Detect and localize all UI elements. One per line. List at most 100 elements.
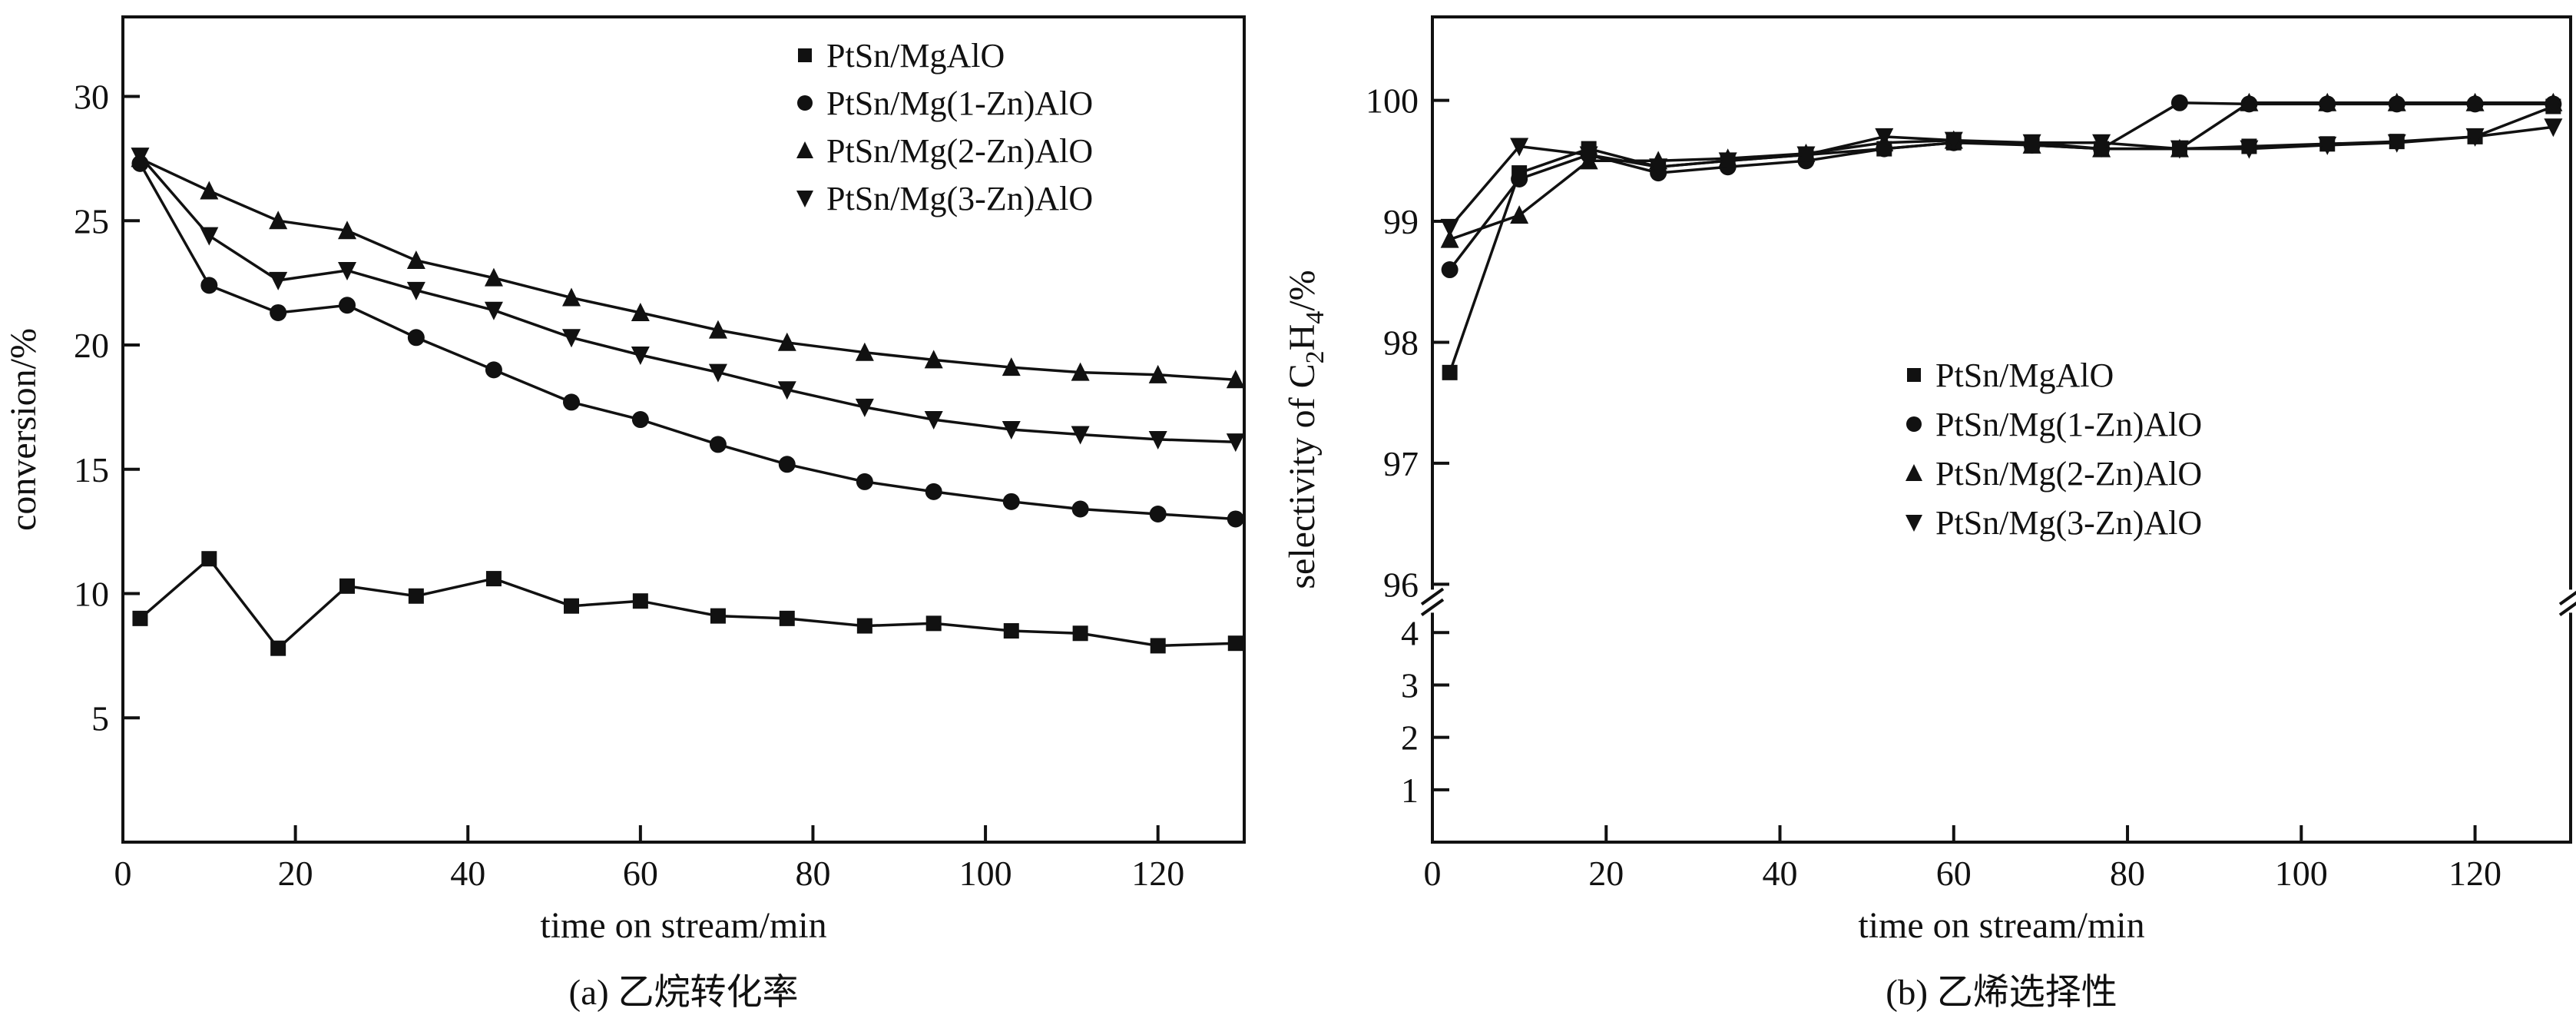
legend-label: PtSn/Mg(2-Zn)AlO xyxy=(826,132,1093,170)
circle-marker xyxy=(1149,505,1167,522)
x-tick-label: 80 xyxy=(2110,854,2145,893)
triangle-down-marker xyxy=(855,398,874,417)
panel-conversion: 0 20 40 60 80 100 120 5 10 15 20 25 30 PtSn/MgAlO PtSn… xyxy=(3,15,1246,1013)
series-line-circle xyxy=(1449,101,2554,271)
triangle-down-marker xyxy=(484,301,503,320)
selectivity-chart: 0 20 40 60 80 100 120 1 2 3 4 96 97 98 99 100 PtSn/MgAlO… xyxy=(1288,15,2576,946)
axis-break-mark xyxy=(1420,587,1445,606)
square-marker xyxy=(1072,625,1088,642)
x-axis-title: time on stream/min xyxy=(1858,905,2144,946)
square-marker xyxy=(925,615,942,632)
triangle-down-marker xyxy=(1226,433,1245,453)
triangle-down-marker xyxy=(2318,136,2337,155)
y-tick-label: 98 xyxy=(1383,323,1419,362)
y-tick-label: 96 xyxy=(1383,565,1419,604)
circle-marker xyxy=(778,456,796,473)
y-tick-label: 15 xyxy=(74,450,109,489)
circle-marker xyxy=(1511,170,1528,187)
circle-marker xyxy=(1227,510,1244,528)
triangle-up-marker xyxy=(2387,92,2406,111)
triangle-up-marker xyxy=(1226,370,1245,389)
circle-marker xyxy=(339,297,356,314)
circle-marker xyxy=(270,304,287,321)
square-marker xyxy=(132,610,148,626)
circle-marker xyxy=(2170,94,2188,111)
circle-marker xyxy=(1441,261,1459,279)
x-tick-label: 40 xyxy=(450,854,485,893)
triangle-down-marker xyxy=(777,381,796,400)
caption-selectivity: (b) 乙烯选择性 xyxy=(1886,973,2117,1013)
caption-conversion: (a) 乙烷转化率 xyxy=(568,973,799,1013)
triangle-down-marker xyxy=(1440,218,1459,237)
triangle-down-marker xyxy=(131,148,150,167)
triangle-up-marker xyxy=(2318,92,2337,111)
triangle-down-marker xyxy=(796,191,813,207)
y-tick-label: 10 xyxy=(74,575,109,614)
plot-frame xyxy=(1431,15,2572,844)
triangle-down-marker xyxy=(924,411,943,430)
triangle-up-marker xyxy=(269,211,288,230)
square-marker xyxy=(1227,635,1243,652)
square-marker xyxy=(632,593,648,609)
circle-marker xyxy=(797,95,813,111)
triangle-up-marker xyxy=(562,287,581,307)
triangle-down-marker xyxy=(338,261,356,280)
panel-selectivity: 0 20 40 60 80 100 120 1 2 3 4 96 97 98 99 100 PtSn/MgAlO… xyxy=(1288,0,2576,1025)
x-tick-label: 40 xyxy=(1763,854,1798,893)
y-tick-label: 1 xyxy=(1401,771,1419,810)
y-tick-label: 5 xyxy=(91,698,109,738)
triangle-down-marker xyxy=(1649,158,1668,177)
legend-label: PtSn/Mg(2-Zn)AlO xyxy=(1935,455,2202,493)
x-tick-label: 0 xyxy=(114,854,132,893)
y-axis-title: selectivity of C2H4/% xyxy=(1288,270,1329,589)
triangle-down-marker xyxy=(200,227,219,246)
triangle-down-marker xyxy=(1148,430,1167,449)
axis-break-mark xyxy=(2558,601,2576,617)
circle-marker xyxy=(200,277,218,294)
y-tick-label: 3 xyxy=(1401,665,1419,705)
y-tick-label: 20 xyxy=(74,326,109,365)
legend-label: PtSn/MgAlO xyxy=(1935,357,2114,394)
circle-marker xyxy=(563,393,580,411)
conversion-chart: 0 20 40 60 80 100 12051015202530PtSn/MgAlOPtSn… xyxy=(3,15,1246,946)
series-line-triangle-down xyxy=(139,155,1236,443)
axis-break-mark xyxy=(2558,590,2576,606)
square-marker xyxy=(798,48,812,62)
y-tick-label: 25 xyxy=(74,201,109,240)
square-marker xyxy=(1907,368,1921,382)
series-line-triangle-down xyxy=(1449,125,2554,229)
square-marker xyxy=(1003,623,1019,639)
series-line-square xyxy=(1448,104,2554,373)
x-tick-label: 120 xyxy=(1131,854,1184,893)
square-marker xyxy=(270,640,286,656)
triangle-down-marker xyxy=(1796,146,1816,165)
triangle-down-marker xyxy=(269,271,288,290)
triangle-down-marker xyxy=(631,346,650,365)
triangle-down-marker xyxy=(1071,426,1090,445)
triangle-up-marker xyxy=(1440,229,1459,248)
circle-marker xyxy=(925,483,942,500)
x-tick-label: 20 xyxy=(278,854,313,893)
y-tick-label: 4 xyxy=(1401,613,1419,652)
triangle-up-marker xyxy=(1002,357,1021,376)
triangle-down-marker xyxy=(2170,140,2189,159)
square-marker xyxy=(339,578,355,594)
triangle-down-marker xyxy=(1906,515,1922,532)
square-marker xyxy=(485,571,502,587)
x-tick-label: 20 xyxy=(1588,854,1624,893)
triangle-up-marker xyxy=(796,141,813,158)
circle-marker xyxy=(709,436,727,453)
triangle-down-marker xyxy=(406,281,425,300)
circle-marker xyxy=(856,473,873,490)
legend-label: PtSn/Mg(1-Zn)AlO xyxy=(1935,406,2202,443)
triangle-down-marker xyxy=(1875,128,1894,147)
square-marker xyxy=(201,551,217,567)
triangle-up-marker xyxy=(631,302,650,321)
y-axis-title: conversion/% xyxy=(3,328,44,531)
circle-marker xyxy=(1071,500,1089,518)
triangle-up-marker xyxy=(1071,362,1090,381)
y-tick-label: 2 xyxy=(1401,718,1419,758)
triangle-down-marker xyxy=(1944,131,1963,151)
triangle-up-marker xyxy=(1510,205,1529,224)
